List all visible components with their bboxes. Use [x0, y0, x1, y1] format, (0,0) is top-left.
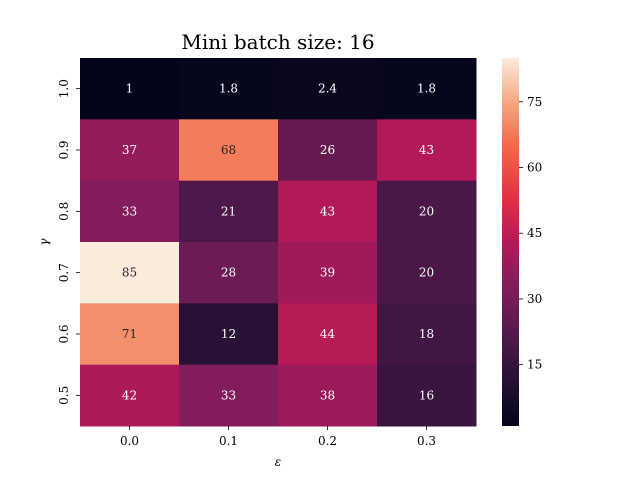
heatmap-cell — [377, 303, 477, 366]
cell-value-label: 33 — [122, 204, 137, 218]
cell-value-label: 44 — [320, 327, 336, 341]
heatmap-cells: 1 1.8 2.4 1.8 37 68 26 43 33 21 43 20 85 28 39 20 71 12 44… — [80, 58, 477, 427]
x-tick-label: 0.0 — [120, 434, 139, 448]
cell-value-label: 21 — [221, 204, 236, 218]
cell-value-label: 20 — [419, 204, 434, 218]
heatmap-cell — [179, 119, 279, 182]
cell-value-label: 26 — [320, 143, 335, 157]
cell-value-label: 33 — [221, 388, 236, 402]
cell-value-label: 16 — [419, 388, 434, 402]
heatmap-cell — [179, 242, 279, 304]
heatmap-cell — [80, 58, 180, 120]
y-tick-label: 0.8 — [57, 202, 71, 221]
colorbar-tick-label: 30 — [527, 292, 542, 306]
heatmap-cell — [278, 119, 378, 182]
cell-value-label: 1 — [126, 82, 134, 96]
cell-value-label: 2.4 — [318, 82, 337, 96]
cell-value-label: 20 — [419, 266, 434, 280]
cell-value-label: 1.8 — [219, 82, 238, 96]
colorbar-tick-label: 15 — [527, 358, 542, 372]
y-tick-label: 0.9 — [57, 140, 71, 159]
y-tick-label: 0.5 — [57, 386, 71, 405]
cell-value-label: 71 — [122, 327, 137, 341]
x-axis-label: ε — [275, 455, 281, 469]
cell-value-label: 85 — [122, 266, 137, 280]
heatmap-cell — [278, 242, 378, 304]
heatmap-cell — [80, 242, 180, 304]
heatmap-cell — [80, 364, 180, 427]
colorbar-tick-label: 60 — [527, 161, 542, 175]
cell-value-label: 37 — [122, 143, 137, 157]
heatmap-cell — [278, 180, 378, 243]
cell-value-label: 43 — [419, 143, 434, 157]
cell-value-label: 42 — [122, 388, 137, 402]
cell-value-label: 38 — [320, 388, 335, 402]
heatmap-cell — [278, 364, 378, 427]
y-axis-label: γ — [37, 238, 51, 246]
chart-title: Mini batch size: 16 — [181, 30, 374, 54]
y-tick-label: 0.6 — [57, 324, 71, 343]
cell-value-label: 12 — [221, 327, 236, 341]
heatmap-cell — [80, 180, 180, 243]
cell-value-label: 1.8 — [417, 82, 436, 96]
heatmap-cell — [377, 58, 477, 120]
cell-value-label: 39 — [320, 266, 335, 280]
heatmap-cell — [179, 364, 279, 427]
heatmap-cell — [377, 119, 477, 182]
heatmap-cell — [80, 303, 180, 366]
cell-value-label: 28 — [221, 266, 236, 280]
x-tick-label: 0.1 — [219, 434, 238, 448]
heatmap-cell — [377, 242, 477, 304]
x-axis-ticks: 0.0 0.1 0.2 0.3 — [120, 426, 436, 448]
y-tick-label: 1.0 — [57, 79, 71, 98]
x-tick-label: 0.3 — [417, 434, 436, 448]
heatmap-cell — [278, 58, 378, 120]
heatmap-cell — [179, 303, 279, 366]
heatmap-cell — [377, 180, 477, 243]
heatmap-cell — [80, 119, 180, 182]
colorbar — [502, 58, 519, 426]
cell-value-label: 43 — [320, 204, 335, 218]
cell-value-label: 68 — [221, 143, 236, 157]
y-tick-label: 0.7 — [57, 263, 71, 282]
heatmap-cell — [377, 364, 477, 427]
x-tick-label: 0.2 — [318, 434, 337, 448]
y-axis-ticks: 1.0 0.9 0.8 0.7 0.6 0.5 — [57, 79, 80, 405]
colorbar-tick-label: 45 — [527, 226, 542, 240]
heatmap-cell — [278, 303, 378, 366]
colorbar-tick-label: 75 — [527, 95, 542, 109]
heatmap-cell — [179, 58, 279, 120]
heatmap-cell — [179, 180, 279, 243]
cell-value-label: 18 — [419, 327, 434, 341]
colorbar-ticks: 15 30 45 60 75 — [519, 95, 542, 372]
